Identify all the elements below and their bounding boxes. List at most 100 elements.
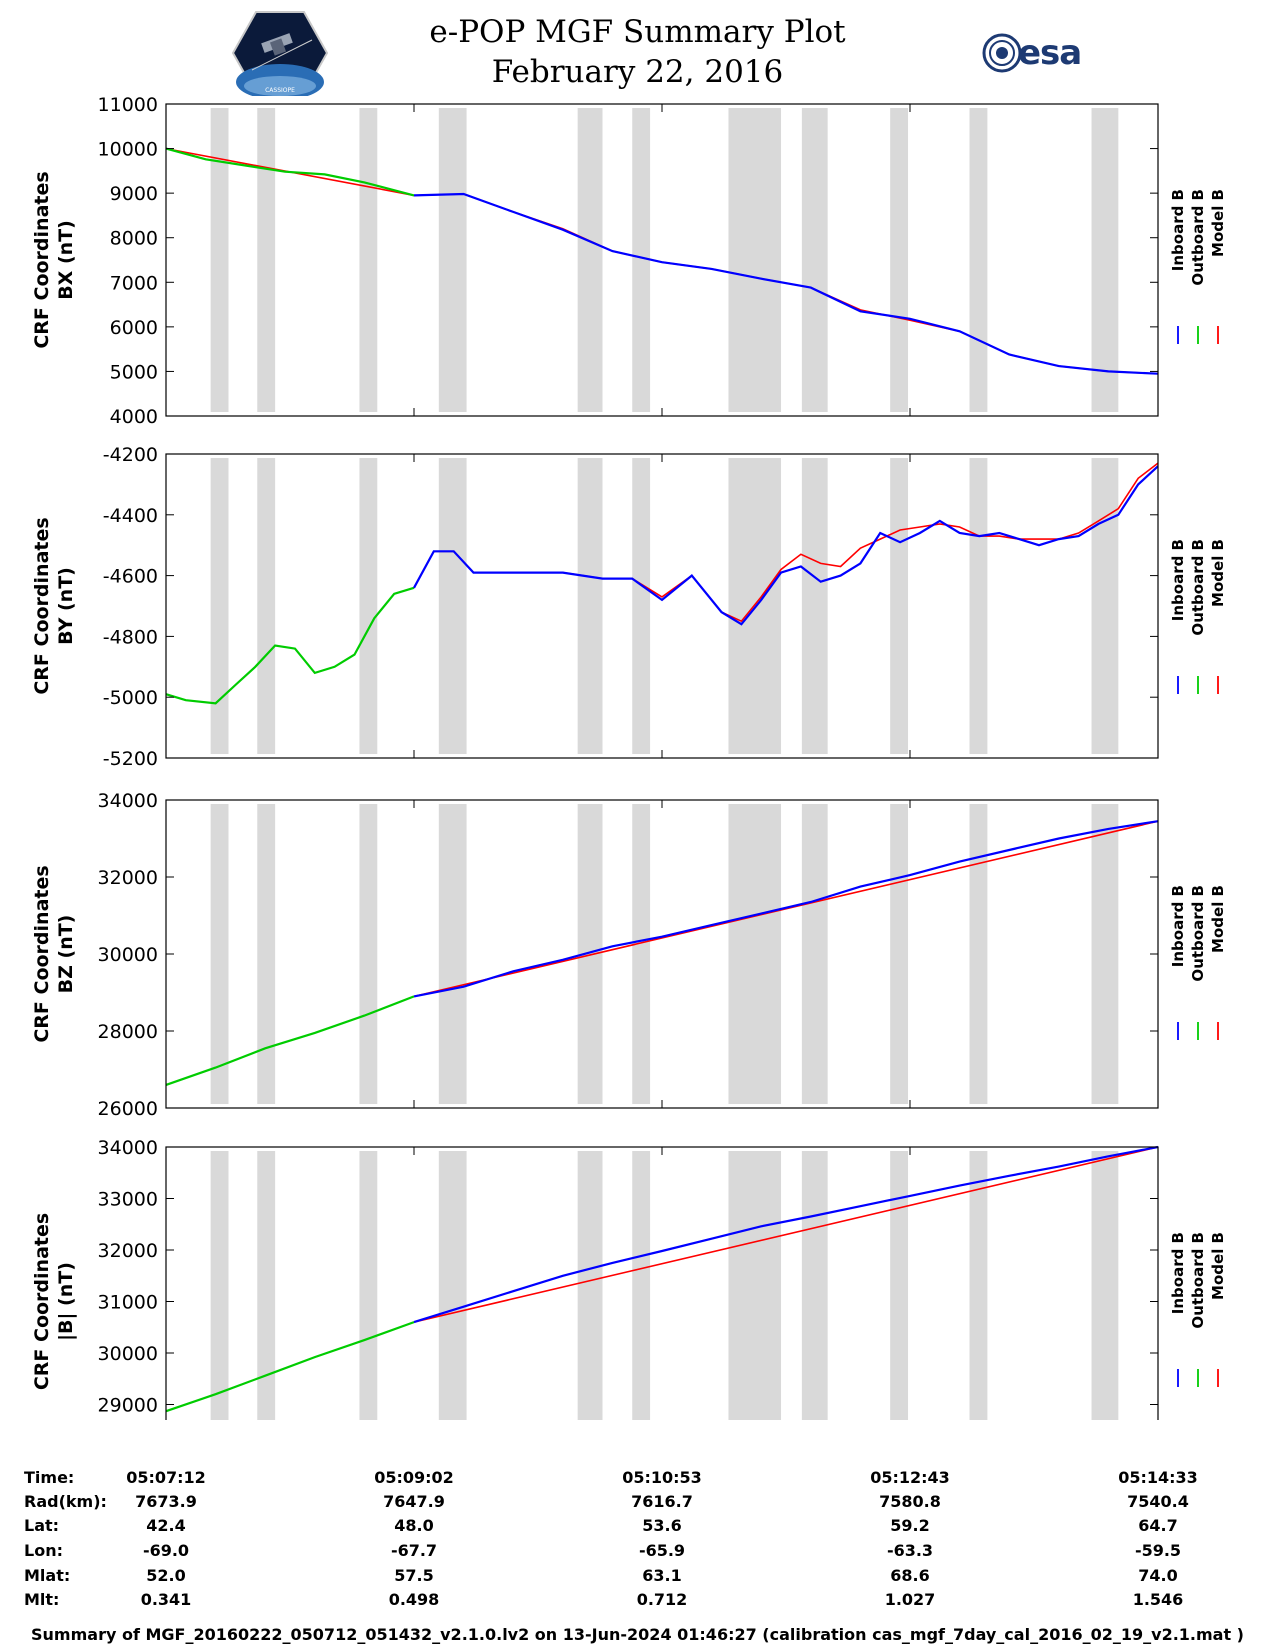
table-cell: -67.7 <box>390 1541 438 1560</box>
shaded-interval <box>210 458 229 754</box>
table-cell: 0.712 <box>636 1590 688 1609</box>
table-cell: 57.5 <box>394 1566 434 1585</box>
shaded-interval <box>257 458 276 754</box>
shaded-interval <box>801 108 828 412</box>
table-cell: 0.341 <box>140 1590 192 1609</box>
legend-label: Model B <box>1209 539 1227 607</box>
y-tick-label: -4800 <box>103 626 158 648</box>
y-axis-label: CRF Coordinates <box>31 171 53 348</box>
shaded-interval <box>1091 804 1119 1104</box>
y-tick-label: -5200 <box>103 748 158 770</box>
series-line-inboard-b <box>413 1145 1159 1324</box>
shaded-interval <box>438 1151 467 1420</box>
table-cell: 63.1 <box>642 1566 682 1585</box>
table-cell: 42.4 <box>146 1516 186 1535</box>
panel-bmag: 28000290003000031000320003300034000CRF C… <box>31 1137 1227 1420</box>
shaded-interval <box>728 804 782 1104</box>
y-axis-unit-label: BY (nT) <box>55 567 77 645</box>
shaded-interval <box>438 108 467 412</box>
shaded-interval <box>438 458 467 754</box>
shaded-interval <box>257 108 276 412</box>
table-cell: -65.9 <box>638 1541 686 1560</box>
legend-label: Outboard B <box>1189 885 1207 982</box>
shaded-interval <box>577 1151 603 1420</box>
shaded-interval <box>1091 458 1119 754</box>
table-cell: 64.7 <box>1138 1516 1178 1535</box>
table-cell: 74.0 <box>1138 1566 1178 1585</box>
y-tick-label: 6000 <box>110 317 158 339</box>
shaded-interval <box>359 108 378 412</box>
shaded-interval <box>632 458 651 754</box>
shaded-interval <box>210 108 229 412</box>
legend-label: Inboard B <box>1169 539 1187 621</box>
legend-label: Inboard B <box>1169 885 1187 967</box>
shaded-interval <box>359 458 378 754</box>
table-row-label: Time: <box>24 1468 75 1487</box>
shaded-interval <box>577 108 603 412</box>
y-tick-label: 26000 <box>98 1098 158 1120</box>
table-cell: 7647.9 <box>383 1492 445 1511</box>
legend-label: Outboard B <box>1189 539 1207 636</box>
shaded-interval <box>890 458 909 754</box>
series-line-inboard-b <box>413 192 1159 375</box>
legend-label: Inboard B <box>1169 1232 1187 1314</box>
table-cell: 7580.8 <box>879 1492 941 1511</box>
table-cell: 7673.9 <box>135 1492 197 1511</box>
y-tick-label: 8000 <box>110 228 158 250</box>
y-tick-label: -5000 <box>103 687 158 709</box>
y-tick-label: 33000 <box>98 1189 158 1211</box>
cassiope-logo: CASSIOPE <box>232 11 328 96</box>
series-line-outboard-b <box>165 147 415 197</box>
y-tick-label: 31000 <box>98 1292 158 1314</box>
y-tick-label: 11000 <box>98 94 158 116</box>
series-line-outboard-b <box>165 586 415 705</box>
shaded-interval <box>890 108 909 412</box>
table-cell: 7616.7 <box>631 1492 693 1511</box>
shaded-interval <box>969 458 988 754</box>
shaded-interval <box>969 108 988 412</box>
table-cell: 53.6 <box>642 1516 682 1535</box>
table-cell: 59.2 <box>890 1516 930 1535</box>
shaded-interval <box>632 804 651 1104</box>
y-tick-label: -4600 <box>103 566 158 588</box>
y-tick-label: 34000 <box>98 1137 158 1159</box>
y-axis-label: CRF Coordinates <box>31 517 53 694</box>
table-cell: 7540.4 <box>1127 1492 1189 1511</box>
y-tick-label: 4000 <box>110 406 158 428</box>
y-axis-unit-label: BX (nT) <box>55 220 77 300</box>
shaded-interval <box>1091 1151 1119 1420</box>
shaded-interval <box>359 804 378 1104</box>
table-cell: -63.3 <box>886 1541 934 1560</box>
legend-label: Inboard B <box>1169 189 1187 271</box>
shaded-interval <box>1091 108 1119 412</box>
shaded-interval <box>632 108 651 412</box>
plot-date: February 22, 2016 <box>491 54 784 90</box>
table-row-label: Mlt: <box>24 1590 60 1609</box>
table-cell: 05:10:53 <box>622 1468 702 1487</box>
shaded-interval <box>438 804 467 1104</box>
shaded-interval <box>210 1151 229 1420</box>
y-tick-label: 7000 <box>110 272 158 294</box>
y-tick-label: 29000 <box>98 1395 158 1417</box>
shaded-interval <box>359 1151 378 1420</box>
y-tick-label: 30000 <box>98 1343 158 1365</box>
series-line-model-b <box>413 1146 1159 1323</box>
y-tick-label: -4200 <box>103 444 158 466</box>
shaded-interval <box>890 804 909 1104</box>
shaded-interval <box>577 458 603 754</box>
panel-by: -5200 -5000 -4800 -4600 -4400 -4200 CRF Coordi… <box>31 444 1227 770</box>
y-tick-label: 10000 <box>98 139 158 161</box>
plot-title: e-POP MGF Summary Plot <box>429 14 846 50</box>
legend-label: Outboard B <box>1189 189 1207 286</box>
table-cell: -69.0 <box>142 1541 190 1560</box>
legend-label: Model B <box>1209 885 1227 953</box>
table-row-label: Rad(km): <box>24 1492 107 1511</box>
y-tick-label: 32000 <box>98 1240 158 1262</box>
table-row-label: Lon: <box>24 1541 63 1560</box>
y-tick-label: -4400 <box>103 505 158 527</box>
y-tick-label: 34000 <box>98 790 158 812</box>
table-cell: 1.546 <box>1132 1590 1184 1609</box>
table-cell: 68.6 <box>890 1566 930 1585</box>
y-tick-label: 32000 <box>98 867 158 889</box>
